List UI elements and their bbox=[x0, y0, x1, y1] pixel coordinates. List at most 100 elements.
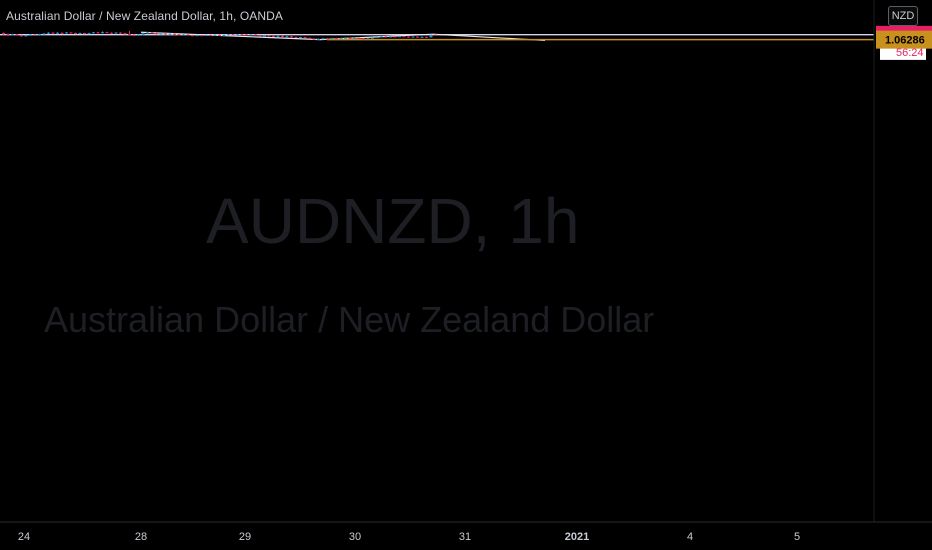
candle-body bbox=[74, 32, 77, 34]
candle-body bbox=[204, 35, 208, 37]
candle-body bbox=[353, 37, 356, 39]
time-axis[interactable]: 24 28 29 30 31 2021 4 5 bbox=[0, 521, 932, 543]
candle-body bbox=[402, 36, 406, 38]
candle-body bbox=[339, 38, 343, 40]
candle-body bbox=[2, 33, 5, 35]
support-price-badge bbox=[876, 30, 932, 49]
candle-body bbox=[263, 35, 266, 37]
candle-body bbox=[231, 34, 235, 36]
candle-body bbox=[393, 36, 397, 38]
candle-body bbox=[87, 33, 91, 35]
candle-body bbox=[11, 34, 14, 36]
candle-body bbox=[182, 34, 185, 36]
candle-body bbox=[407, 36, 410, 38]
candle-body bbox=[128, 33, 131, 35]
candle-body bbox=[222, 34, 226, 36]
x-tick-label: 28 bbox=[135, 531, 147, 543]
candle-body bbox=[191, 35, 194, 37]
candle-body bbox=[375, 37, 379, 39]
candle-body bbox=[141, 33, 145, 35]
candle-body bbox=[218, 34, 221, 36]
x-tick-label: 5 bbox=[794, 531, 800, 543]
candle-body bbox=[434, 34, 437, 36]
countdown-label: 56:24 bbox=[896, 47, 924, 59]
candle-body bbox=[33, 34, 37, 36]
candle-body bbox=[6, 34, 10, 36]
candle-body bbox=[335, 38, 338, 40]
candle-body bbox=[83, 33, 86, 35]
candle-body bbox=[24, 35, 28, 37]
candle-body bbox=[344, 37, 347, 39]
candle-body bbox=[15, 34, 19, 36]
candle-body bbox=[330, 38, 334, 40]
candle-body bbox=[267, 35, 271, 37]
candle-body bbox=[69, 32, 73, 34]
price-axis[interactable]: 1.071001.070001.069001.068001.066001.065… bbox=[873, 0, 923, 522]
x-tick-label: 31 bbox=[459, 531, 471, 543]
candle-body bbox=[362, 38, 365, 40]
candle-body bbox=[380, 36, 383, 38]
candle-body bbox=[326, 38, 329, 40]
candle-body bbox=[155, 33, 158, 35]
candle-body bbox=[357, 37, 361, 39]
candle-body bbox=[272, 35, 275, 37]
candle-body bbox=[281, 35, 284, 37]
x-tick-label: 2021 bbox=[565, 531, 589, 543]
watermark-name: Australian Dollar / New Zealand Dollar bbox=[44, 299, 654, 340]
candle-body bbox=[137, 34, 140, 36]
candle-body bbox=[213, 34, 217, 36]
candle-body bbox=[42, 33, 46, 35]
currency-badge[interactable]: NZD bbox=[888, 6, 918, 26]
x-tick-label: 30 bbox=[349, 531, 361, 543]
candle-body bbox=[312, 38, 316, 40]
candle-body bbox=[254, 34, 257, 36]
candle-body bbox=[294, 36, 298, 38]
price-labels: 1.0673756:241.06286 bbox=[876, 25, 932, 60]
candle-body bbox=[290, 36, 293, 38]
candle-body bbox=[348, 37, 352, 39]
candle-body bbox=[164, 33, 167, 35]
candle-body bbox=[186, 34, 190, 36]
candle-body bbox=[384, 36, 388, 38]
candle-body bbox=[195, 35, 199, 37]
candle-body bbox=[366, 38, 370, 40]
candle-body bbox=[416, 36, 419, 38]
candle-body bbox=[173, 33, 176, 35]
candle-body bbox=[200, 35, 203, 37]
candle-body bbox=[317, 38, 320, 40]
candle-body bbox=[209, 35, 212, 37]
candle-body bbox=[303, 37, 307, 39]
candle-body bbox=[429, 34, 433, 38]
candle-body bbox=[78, 33, 82, 35]
candle-body bbox=[276, 35, 280, 37]
candle-body bbox=[420, 36, 424, 38]
candle-body bbox=[132, 34, 136, 36]
candle-body bbox=[123, 33, 127, 35]
candle-body bbox=[240, 34, 244, 36]
candle-body bbox=[227, 34, 230, 36]
candle-body bbox=[96, 32, 100, 34]
x-tick-label: 24 bbox=[18, 531, 30, 543]
candle-body bbox=[389, 36, 392, 38]
candle-body bbox=[258, 35, 262, 37]
candle-body bbox=[177, 34, 181, 36]
countdown-badge bbox=[880, 44, 926, 60]
candle-body bbox=[411, 36, 415, 38]
candle-body bbox=[236, 34, 239, 36]
candle-body bbox=[150, 32, 154, 34]
candle-body bbox=[110, 32, 113, 34]
candle-body bbox=[65, 32, 68, 34]
chart-legend: Australian Dollar / New Zealand Dollar, … bbox=[6, 9, 284, 23]
candle-body bbox=[92, 32, 95, 34]
candle-body bbox=[60, 32, 64, 34]
candle-body bbox=[38, 34, 41, 36]
candle-body bbox=[119, 32, 122, 34]
candle-body bbox=[308, 37, 311, 39]
candles bbox=[2, 30, 437, 40]
candle-body bbox=[20, 35, 23, 37]
candle-body bbox=[47, 32, 50, 34]
candle-body bbox=[29, 34, 32, 36]
candle-body bbox=[398, 36, 401, 38]
candle-body bbox=[146, 32, 149, 34]
